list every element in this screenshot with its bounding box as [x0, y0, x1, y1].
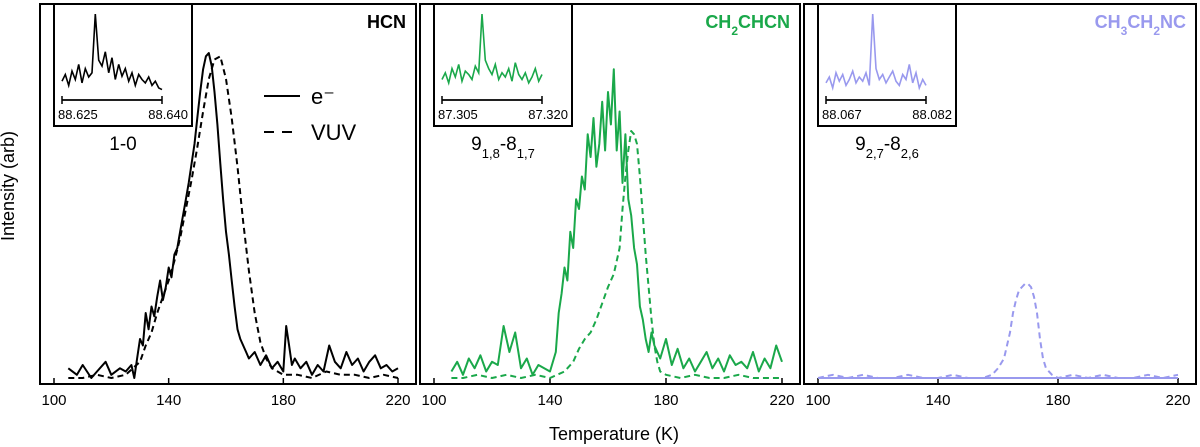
- transition-label: 91,8-81,7: [471, 134, 535, 161]
- inset-tick-label: 87.320: [528, 107, 568, 122]
- transition-label: 92,7-82,6: [855, 134, 919, 161]
- series-e-line: [450, 68, 783, 376]
- text-part: 9: [855, 134, 866, 155]
- panel-ch2chcn: 100 140 180 220 87.305 87.320 91,8-81,7 CH2CHCN: [419, 3, 801, 409]
- subscript: 3: [1121, 24, 1128, 38]
- x-tick-label: 140: [925, 392, 950, 409]
- legend: e⁻ VUV: [264, 84, 357, 145]
- text-part: HCN: [367, 12, 406, 32]
- inset-spectrum-line: [61, 13, 163, 91]
- panel-title: CH2CHCN: [705, 12, 790, 38]
- panel-hcn: 100 140 180 220 88.625 88.640 1-0 HCN: [39, 3, 417, 409]
- panel-title: HCN: [367, 12, 406, 32]
- inset-spectrum-line: [441, 13, 543, 86]
- text-part: 1-0: [109, 134, 136, 155]
- x-tick-label: 220: [385, 392, 410, 409]
- text-part: -8: [500, 134, 517, 155]
- panel-title: CH3CH2NC: [1095, 12, 1186, 38]
- inset-spectrum-line: [825, 13, 927, 92]
- text-part: CH: [1127, 12, 1153, 32]
- x-tick-label: 100: [805, 392, 830, 409]
- subscript: 2,6: [901, 146, 919, 161]
- text-part: CH: [705, 12, 731, 32]
- subscript: 2: [731, 24, 738, 38]
- x-tick-label: 180: [653, 392, 678, 409]
- inset-tick-label: 88.640: [148, 107, 188, 122]
- inset-tick-label: 88.082: [912, 107, 952, 122]
- inset: 88.067 88.082: [817, 3, 957, 127]
- x-tick-label: 180: [271, 392, 296, 409]
- text-part: CH: [1095, 12, 1121, 32]
- subscript: 1,8: [482, 146, 500, 161]
- series-vuv-line: [817, 282, 1179, 379]
- series-e-line: [67, 52, 399, 379]
- inset-tick-label: 87.305: [438, 107, 478, 122]
- inset-tick-label: 88.625: [58, 107, 98, 122]
- subscript: 2: [1153, 24, 1160, 38]
- panels: 100 140 180 220 88.625 88.640 1-0 HCN 100 140 180 2…: [39, 3, 1197, 409]
- x-axis-label: Temperature (K): [549, 424, 679, 444]
- x-tick-label: 100: [41, 392, 66, 409]
- legend-solid-label: e⁻: [311, 84, 335, 109]
- x-tick-label: 220: [769, 392, 794, 409]
- subscript: 1,7: [517, 146, 535, 161]
- x-tick-label: 140: [537, 392, 562, 409]
- panel-frame: [419, 3, 801, 385]
- inset-tick-label: 88.067: [822, 107, 862, 122]
- panel-frame: [803, 3, 1197, 385]
- text-part: 9: [471, 134, 482, 155]
- inset-frame: [433, 3, 573, 127]
- text-part: CHCN: [738, 12, 790, 32]
- x-tick-label: 180: [1045, 392, 1070, 409]
- transition-label: 1-0: [109, 134, 136, 155]
- inset-frame: [817, 3, 957, 127]
- subscript: 2,7: [866, 146, 884, 161]
- inset: 88.625 88.640: [53, 3, 193, 127]
- y-axis-label: Intensity (arb): [0, 131, 18, 241]
- legend-dashed-label: VUV: [311, 120, 357, 145]
- x-tick-label: 140: [156, 392, 181, 409]
- series-vuv-line: [68, 55, 399, 379]
- x-tick-label: 100: [421, 392, 446, 409]
- inset: 87.305 87.320: [433, 3, 573, 127]
- panel-frame: [39, 3, 417, 385]
- series-vuv-line: [451, 130, 782, 379]
- text-part: -8: [884, 134, 901, 155]
- inset-frame: [53, 3, 193, 127]
- text-part: NC: [1160, 12, 1186, 32]
- x-tick-label: 220: [1165, 392, 1190, 409]
